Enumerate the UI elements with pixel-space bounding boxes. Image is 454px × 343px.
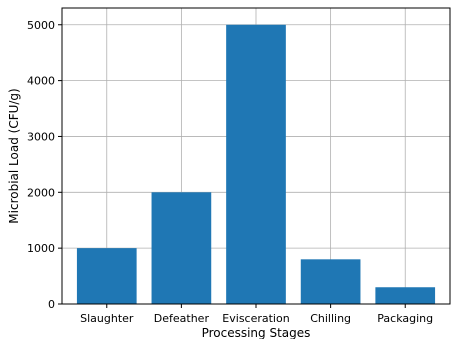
y-tick-label: 5000	[27, 19, 55, 32]
x-tick-label: Chilling	[310, 312, 351, 325]
bar-chilling	[300, 259, 361, 304]
x-tick-label: Slaughter	[80, 312, 134, 325]
bar-evisceration	[226, 24, 286, 304]
x-axis-label: Processing Stages	[202, 326, 311, 339]
bar-packaging	[375, 287, 436, 304]
x-tick-label: Evisceration	[222, 312, 289, 325]
y-tick-label: 4000	[27, 75, 55, 88]
bars	[76, 24, 436, 304]
bar-slaughter	[76, 248, 137, 304]
bar-defeather	[151, 192, 212, 304]
x-ticks: Slaughter Defeather Evisceration Chilling Pa…	[80, 304, 433, 325]
y-tick-label: 1000	[27, 242, 55, 255]
y-ticks: 0 1000 2000 3000 4000 5000	[27, 19, 62, 311]
y-tick-label: 3000	[27, 130, 55, 143]
x-tick-label: Packaging	[377, 312, 433, 325]
y-tick-label: 2000	[27, 186, 55, 199]
y-axis-label: Microbial Load (CFU/g)	[7, 88, 21, 223]
x-tick-label: Defeather	[154, 312, 210, 325]
y-tick-label: 0	[48, 298, 55, 311]
